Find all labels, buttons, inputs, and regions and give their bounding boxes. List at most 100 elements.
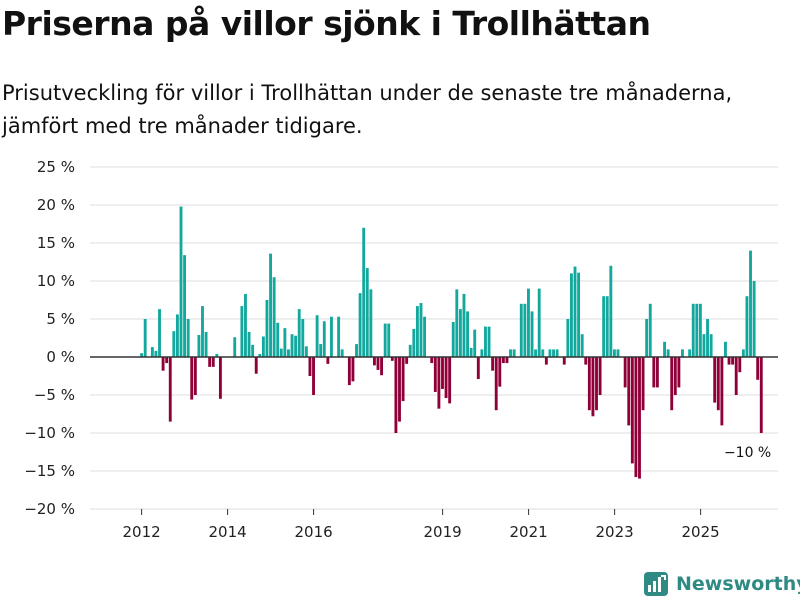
bar [161, 357, 165, 371]
bar [458, 309, 462, 357]
bar [430, 357, 434, 364]
bar [527, 288, 530, 357]
newsworthy-logo-icon [644, 572, 668, 596]
bar [749, 250, 752, 357]
bar [695, 303, 699, 357]
bar [713, 357, 717, 403]
bar [190, 357, 194, 400]
bar [240, 306, 244, 357]
bar [441, 357, 444, 389]
bar [648, 303, 652, 357]
bar [376, 357, 380, 370]
y-axis: −20 % −15 % −10 % −5 % 0 % 5 % 10 % 15 % 20 % 25 … [24, 158, 75, 518]
bar [390, 357, 394, 361]
bar [570, 273, 573, 357]
bar [612, 349, 616, 357]
bar [301, 319, 305, 357]
bar [724, 341, 727, 357]
bar [645, 319, 649, 357]
bar [652, 357, 656, 388]
bar [498, 357, 502, 387]
bar [512, 349, 516, 357]
bar [519, 303, 523, 357]
bar [362, 227, 366, 357]
bar [405, 357, 409, 364]
brand-logo: Newsworthy [644, 568, 800, 600]
bar [290, 334, 294, 357]
bar [304, 346, 308, 357]
bar [208, 357, 212, 367]
bar [211, 357, 215, 367]
bar [204, 331, 208, 357]
bar [501, 357, 505, 364]
bar [394, 357, 398, 433]
bar [634, 357, 638, 478]
y-tick-label: −15 % [24, 462, 75, 480]
bar [706, 319, 709, 357]
y-tick-label: 15 % [37, 234, 75, 252]
bar [294, 335, 298, 357]
bar [193, 357, 197, 395]
bar [573, 266, 577, 357]
bar [165, 357, 169, 364]
bar [451, 322, 455, 357]
x-tick-label: 2016 [295, 523, 333, 541]
chart-title: Priserna på villor sjönk i Trollhättan [2, 4, 651, 43]
bar [462, 293, 466, 357]
bar [480, 349, 484, 357]
bar [444, 357, 448, 399]
bar [602, 296, 606, 357]
bar [437, 357, 441, 409]
bar [698, 303, 702, 357]
bar [143, 319, 147, 357]
bar [401, 357, 405, 402]
bar [419, 303, 423, 357]
bar [562, 357, 566, 365]
bar [258, 353, 262, 357]
brand-name: Newsworthy [676, 573, 800, 595]
bar [530, 311, 534, 357]
bar [709, 334, 713, 357]
y-tick-label: 10 % [37, 272, 75, 290]
bar [484, 326, 487, 357]
bar [638, 357, 641, 479]
bar [745, 296, 749, 357]
x-tick-label: 2012 [123, 523, 161, 541]
bar [681, 349, 684, 357]
x-tick-label: 2023 [596, 523, 634, 541]
bar [738, 357, 742, 373]
bar [168, 357, 172, 422]
bar [330, 316, 333, 357]
bar [279, 348, 283, 357]
bar [158, 309, 161, 357]
bar [218, 357, 222, 399]
x-tick-label: 2021 [510, 523, 548, 541]
bar [752, 281, 756, 357]
bar [201, 306, 204, 357]
bar [727, 357, 731, 365]
bar [677, 357, 681, 388]
bar [494, 357, 498, 411]
bar [595, 357, 598, 411]
bar [487, 326, 491, 357]
y-tick-label: 20 % [37, 196, 75, 214]
bar [491, 357, 495, 371]
bar [670, 357, 674, 411]
x-axis: 2012 2014 2016 2019 2021 2023 2025 [123, 509, 720, 541]
bar [315, 315, 319, 357]
bar [383, 323, 387, 357]
y-tick-label: −20 % [24, 500, 75, 518]
bar [172, 331, 176, 357]
bars [140, 206, 763, 479]
bar [580, 334, 584, 357]
bar [655, 357, 659, 388]
bar [150, 347, 154, 357]
bar [476, 357, 480, 380]
bar [244, 293, 247, 357]
bar [347, 357, 351, 386]
bar [544, 357, 548, 365]
bar [720, 357, 724, 426]
bar [759, 357, 763, 433]
bar [731, 357, 735, 365]
bar [387, 323, 391, 357]
